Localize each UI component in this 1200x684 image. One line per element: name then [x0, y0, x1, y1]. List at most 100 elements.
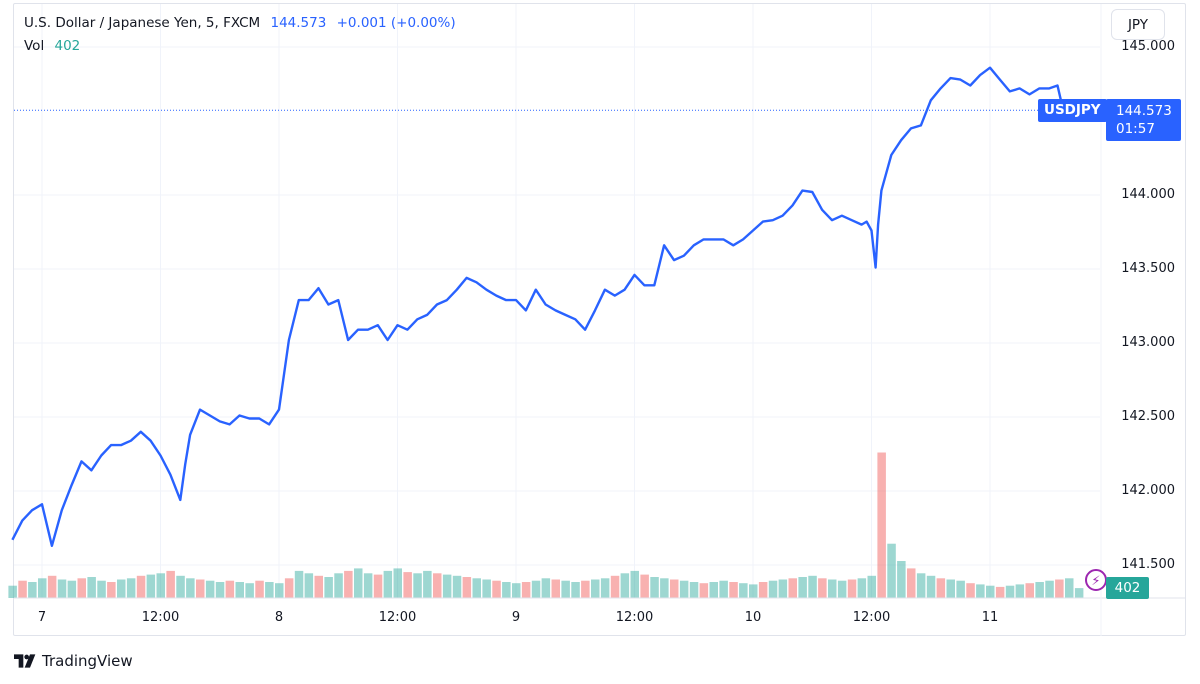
time-tick-label: 9 — [511, 610, 521, 625]
volume-bar — [719, 580, 728, 598]
price-line — [11, 66, 1065, 547]
volume-bar — [709, 582, 718, 598]
volume-bar — [38, 578, 47, 598]
volume-bar — [28, 582, 37, 598]
volume-bar — [768, 580, 778, 598]
volume-bar — [1015, 584, 1025, 598]
volume-bar — [324, 577, 333, 598]
volume-bar — [482, 579, 491, 598]
tradingview-logo-icon — [14, 654, 36, 668]
volume-bar — [630, 570, 639, 598]
volume-bar — [166, 570, 175, 598]
currency-button[interactable]: JPY — [1111, 9, 1165, 40]
volume-bar — [828, 579, 837, 598]
time-tick-label: 12:00 — [141, 610, 180, 625]
volume-bar — [610, 575, 620, 598]
volume-bar — [47, 575, 57, 598]
volume-bar — [749, 584, 758, 598]
volume-bar — [57, 579, 67, 598]
volume-bar — [472, 578, 481, 598]
volume-bar — [699, 583, 709, 598]
volume-bar — [146, 574, 156, 598]
volume-bar — [660, 578, 669, 598]
volume-value: 402 — [54, 38, 81, 54]
volume-bar — [126, 578, 136, 598]
volume-bar — [403, 572, 412, 598]
volume-bar — [107, 582, 116, 598]
volume-bar — [620, 573, 630, 598]
price-tick-label: 145.000 — [1121, 39, 1175, 54]
volume-bar — [1055, 579, 1064, 598]
volume-bar — [739, 583, 748, 598]
volume-bar — [67, 580, 77, 598]
volume-bar — [8, 585, 17, 598]
volume-bar — [265, 582, 274, 598]
volume-bar — [679, 580, 689, 598]
volume-bar — [729, 582, 738, 598]
volume-bar — [235, 582, 244, 598]
volume-bar — [512, 583, 521, 598]
price-tick-label: 142.500 — [1121, 409, 1175, 424]
volume-bar — [205, 580, 215, 598]
volume-bar — [581, 580, 590, 598]
volume-bar — [887, 543, 896, 598]
volume-bar — [551, 579, 560, 598]
legend-main: U.S. Dollar / Japanese Yen, 5, FXCM 144.… — [24, 15, 456, 31]
tradingview-logo[interactable]: TradingView — [14, 652, 133, 670]
volume-bar — [986, 585, 995, 598]
price-tick-label: 144.000 — [1121, 187, 1175, 202]
volume-tag: 402 — [1106, 577, 1149, 599]
time-tick-label: 10 — [744, 610, 762, 625]
volume-bar — [966, 583, 975, 598]
volume-bar — [354, 568, 363, 598]
volume-bar — [867, 575, 876, 598]
volume-bar — [196, 579, 205, 598]
volume-bar — [936, 578, 946, 598]
volume-bar — [294, 570, 304, 598]
volume-bar — [640, 574, 649, 598]
volume-bar — [1074, 588, 1084, 598]
volume-bar — [383, 570, 393, 598]
chart-frame — [13, 3, 1186, 636]
symbol-tag: USDJPY — [1038, 99, 1107, 122]
volume-bar — [995, 586, 1005, 598]
volume-bar — [1005, 585, 1015, 598]
time-tick-label: 12:00 — [852, 610, 891, 625]
volume-bar — [808, 575, 817, 598]
time-tick-label: 12:00 — [615, 610, 654, 625]
volume-bar — [591, 579, 600, 598]
volume-bar — [877, 452, 886, 598]
volume-bar — [778, 579, 788, 598]
volume-bar — [1065, 578, 1074, 598]
price-tag-value: 144.573 — [1116, 103, 1172, 119]
volume-bar — [304, 573, 314, 598]
volume-bar — [561, 580, 570, 598]
volume-bar — [18, 580, 27, 598]
volume-bar — [1025, 583, 1034, 598]
volume-bar — [442, 574, 452, 598]
price-change: +0.001 (+0.00%) — [336, 15, 456, 31]
volume-bar — [97, 580, 106, 598]
time-tick-label: 11 — [981, 610, 999, 625]
volume-bar — [907, 568, 916, 598]
volume-bar — [117, 579, 126, 598]
volume-bar — [136, 575, 146, 598]
volume-bar — [502, 582, 511, 598]
volume-bar — [857, 578, 867, 598]
time-tick-label: 8 — [274, 610, 284, 625]
volume-bar — [897, 561, 906, 598]
volume-bar — [1035, 582, 1044, 598]
volume-bar — [423, 570, 432, 598]
volume-bar — [245, 583, 254, 598]
volume-bar — [492, 580, 501, 598]
volume-bar — [344, 570, 353, 598]
volume-bar — [334, 573, 343, 598]
volume-bar — [670, 579, 679, 598]
volume-bar — [452, 575, 462, 598]
volume-bar — [798, 577, 807, 598]
volume-bar — [433, 573, 442, 598]
last-price: 144.573 — [270, 15, 327, 31]
legend-volume: Vol 402 — [24, 38, 80, 54]
lightning-bolt-icon[interactable]: ⚡ — [1085, 569, 1107, 591]
